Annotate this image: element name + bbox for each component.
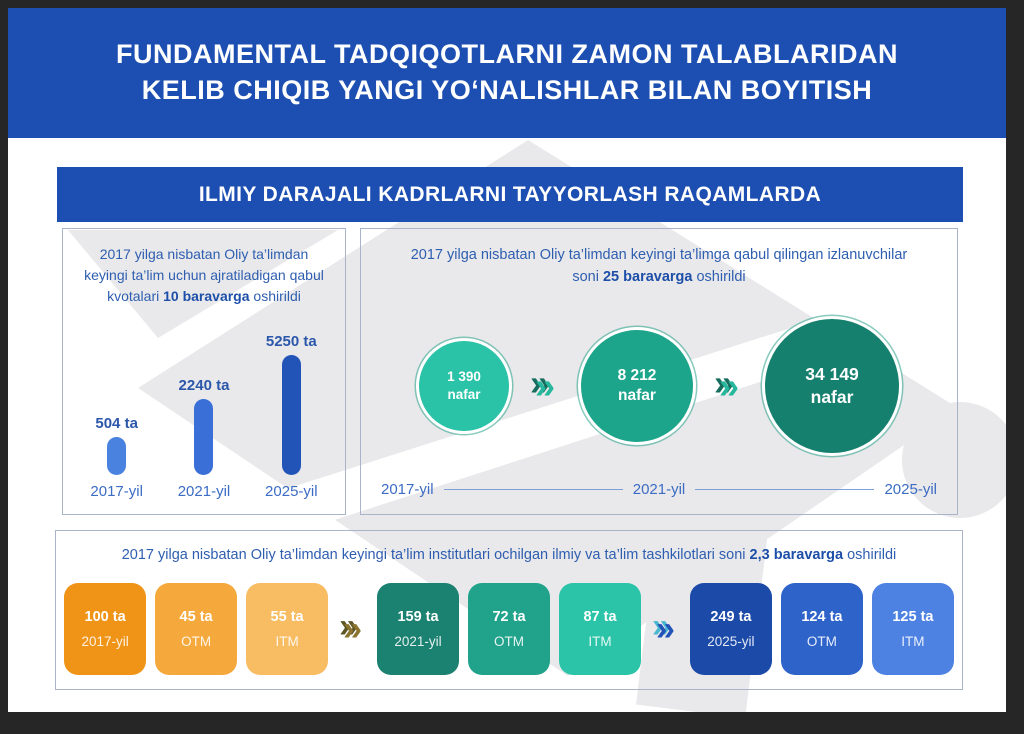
box-value: 45 ta: [179, 609, 213, 625]
stat-box-2025-total: 249 ta 2025-yil: [689, 583, 772, 675]
stat-box-2025-otm: 124 ta OTM: [780, 583, 863, 675]
circle-2021: 8 212 nafar: [581, 330, 693, 442]
section-title: ILMIY DARAJALI KADRLARNI TAYYORLASH RAQA…: [198, 182, 822, 206]
seekers-panel: 2017 yilga nisbatan Oliy ta’limdan keyin…: [360, 228, 958, 515]
years-timeline: 2017-yil 2021-yil 2025-yil: [381, 481, 937, 498]
bar-year-label: 2021-yil: [177, 483, 231, 500]
main-title-line-2: KELIB CHIQIB YANGI YO‘NALISHLAR BILAN BO…: [141, 75, 873, 105]
seekers-description: 2017 yilga nisbatan Oliy ta’limdan keyin…: [361, 229, 957, 289]
bar-2021: [194, 399, 214, 475]
circle-value: 34 149: [805, 364, 859, 385]
stat-box-2017-otm: 45 ta OTM: [155, 583, 238, 675]
stat-box-2025-itm: 125 ta ITM: [871, 583, 954, 675]
stat-box-2021-otm: 72 ta OTM: [468, 583, 550, 675]
circle-unit: nafar: [618, 387, 656, 404]
bar-group-2025: 5250 ta 2025-yil: [251, 333, 331, 500]
stat-box-2017-total: 100 ta 2017-yil: [64, 583, 147, 675]
box-value: 87 ta: [583, 609, 617, 625]
infographic-canvas: FUNDAMENTAL TADQIQOTLARNI ZAMON TALABLAR…: [8, 8, 1006, 712]
box-value: 55 ta: [270, 609, 304, 625]
box-value: 159 ta: [397, 609, 439, 625]
bar-group-2017: 504 ta 2017-yil: [77, 415, 157, 500]
box-label: 2017-yil: [81, 634, 129, 649]
institutions-panel: 2017 yilga nisbatan Oliy ta’limdan keyin…: [55, 530, 963, 690]
year-label-2025: 2025-yil: [884, 481, 937, 498]
circle-unit: nafar: [810, 387, 854, 407]
box-value: 249 ta: [710, 609, 752, 625]
growth-chevron-icon: »: [534, 365, 555, 406]
box-value: 100 ta: [84, 609, 126, 625]
year-label-2017: 2017-yil: [381, 481, 434, 498]
bar-value-label: 5250 ta: [265, 333, 317, 350]
main-title-line-1: FUNDAMENTAL TADQIQOTLARNI ZAMON TALABLAR…: [116, 39, 898, 70]
seekers-desc-suffix: oshirildi: [692, 268, 746, 285]
box-label: OTM: [494, 634, 524, 649]
bar-year-label: 2017-yil: [90, 483, 143, 500]
stat-box-2021-itm: 87 ta ITM: [559, 583, 641, 675]
stat-box-2021-total: 159 ta 2021-yil: [377, 583, 459, 675]
box-label: 2021-yil: [394, 634, 442, 649]
circle-2017: 1 390 nafar: [418, 341, 509, 431]
box-label: ITM: [275, 634, 299, 649]
seekers-desc-highlight: 25 baravarga: [602, 268, 693, 285]
bar-value-label: 2240 ta: [178, 377, 230, 394]
institutions-desc-highlight: 2,3 baravarga: [749, 547, 844, 563]
section-title-banner: ILMIY DARAJALI KADRLARNI TAYYORLASH RAQA…: [57, 167, 963, 222]
box-label: OTM: [181, 634, 212, 649]
box-value: 72 ta: [492, 609, 526, 625]
bar-group-2021: 2240 ta 2021-yil: [164, 377, 244, 500]
box-value: 125 ta: [892, 609, 934, 625]
timeline-connector: [695, 489, 875, 490]
main-title-banner: FUNDAMENTAL TADQIQOTLARNI ZAMON TALABLAR…: [8, 8, 1006, 138]
bar-2017: [107, 437, 127, 475]
box-label: OTM: [806, 634, 837, 649]
circle-unit: nafar: [447, 387, 481, 402]
box-label: ITM: [901, 634, 925, 649]
bar-value-label: 504 ta: [95, 415, 138, 432]
quota-desc-highlight: 10 baravarga: [163, 288, 250, 304]
circle-value: 1 390: [447, 369, 481, 385]
institutions-desc-text: 2017 yilga nisbatan Oliy ta’limdan keyin…: [121, 547, 750, 563]
quota-bar-chart: 504 ta 2017-yil 2240 ta 2021-yil 5250 ta…: [63, 333, 345, 500]
year-label-2021: 2021-yil: [632, 481, 686, 498]
institutions-description: 2017 yilga nisbatan Oliy ta’limdan keyin…: [56, 531, 962, 567]
box-label: ITM: [588, 634, 612, 649]
quota-panel: 2017 yilga nisbatan Oliy ta’limdan keyin…: [62, 228, 346, 515]
bar-2025: [281, 355, 301, 475]
stat-box-2017-itm: 55 ta ITM: [246, 583, 329, 675]
circle-2025: 34 149 nafar: [765, 319, 900, 453]
box-value: 124 ta: [801, 609, 843, 625]
quota-desc-suffix: oshirildi: [249, 288, 301, 304]
box-label: 2025-yil: [707, 634, 755, 649]
growth-chevron-icon: »: [719, 365, 740, 406]
bar-year-label: 2025-yil: [265, 483, 318, 500]
growth-chevron-icon: »: [656, 610, 675, 648]
quota-description: 2017 yilga nisbatan Oliy ta’limdan keyin…: [63, 229, 345, 307]
seekers-circle-chart: 1 390 nafar » 8 212 nafar » 34 149 nafar: [361, 307, 957, 465]
timeline-connector: [443, 489, 623, 490]
institutions-desc-suffix: oshirildi: [843, 547, 897, 563]
circle-value: 8 212: [617, 366, 657, 384]
growth-chevron-icon: »: [343, 610, 362, 648]
institutions-box-chart: 100 ta 2017-yil 45 ta OTM 55 ta ITM » 15…: [56, 583, 962, 675]
